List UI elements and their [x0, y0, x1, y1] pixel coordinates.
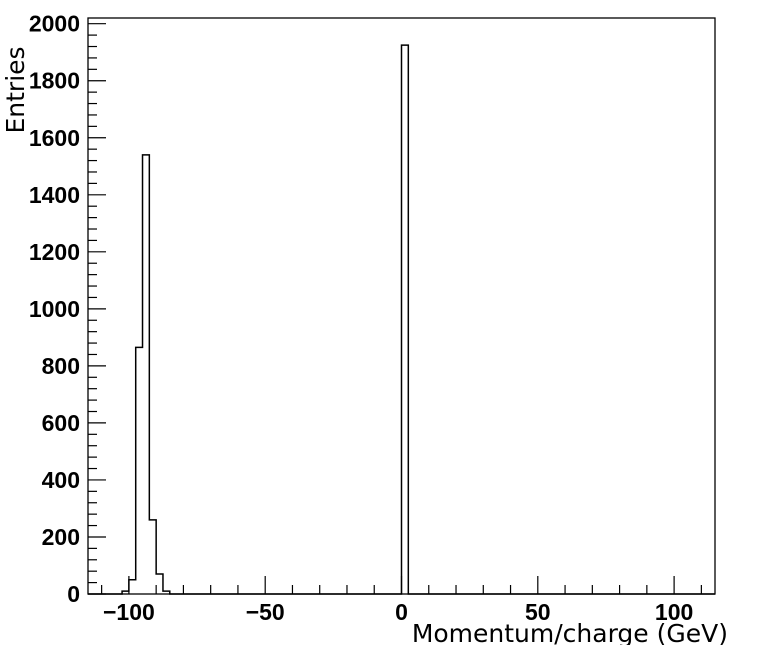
- y-tick-label: 1000: [29, 296, 80, 322]
- histogram-outline: [88, 44, 715, 595]
- histogram-bin: [149, 520, 156, 594]
- x-minor-ticks: [101, 585, 702, 594]
- histogram-bin: [129, 580, 136, 594]
- histogram-bin: [402, 45, 409, 594]
- y-tick-labels: 0 200 400 600 800 1000 1200 1400 1600 1800 2000: [29, 11, 80, 607]
- y-tick-label: 1800: [29, 68, 80, 94]
- y-tick-label: 600: [42, 410, 80, 436]
- y-tick-label: 1200: [29, 239, 80, 265]
- y-axis-title: Entries: [1, 46, 30, 133]
- x-axis-title: Momentum/charge (GeV): [412, 619, 728, 645]
- histogram-bins: [122, 45, 408, 594]
- y-tick-label: 400: [42, 467, 80, 493]
- x-tick-label: 50: [525, 599, 551, 625]
- histogram-bin: [143, 155, 150, 594]
- y-tick-label: 800: [42, 353, 80, 379]
- x-tick-label: 0: [395, 599, 408, 625]
- x-tick-label: −100: [103, 599, 155, 625]
- histogram-bin: [163, 591, 170, 594]
- y-tick-label: 1400: [29, 182, 80, 208]
- histogram-bin: [136, 347, 143, 594]
- x-tick-labels: −100 −50 0 50 100: [103, 599, 693, 625]
- y-minor-ticks: [88, 34, 97, 584]
- y-tick-label: 2000: [29, 11, 80, 37]
- y-tick-label: 0: [67, 581, 80, 607]
- y-tick-label: 200: [42, 524, 80, 550]
- x-tick-label: 100: [655, 599, 693, 625]
- y-tick-label: 1600: [29, 125, 80, 151]
- histogram-bin: [156, 574, 163, 594]
- x-tick-label: −50: [246, 599, 285, 625]
- histogram-bin: [122, 591, 129, 594]
- y-major-ticks: [88, 23, 106, 595]
